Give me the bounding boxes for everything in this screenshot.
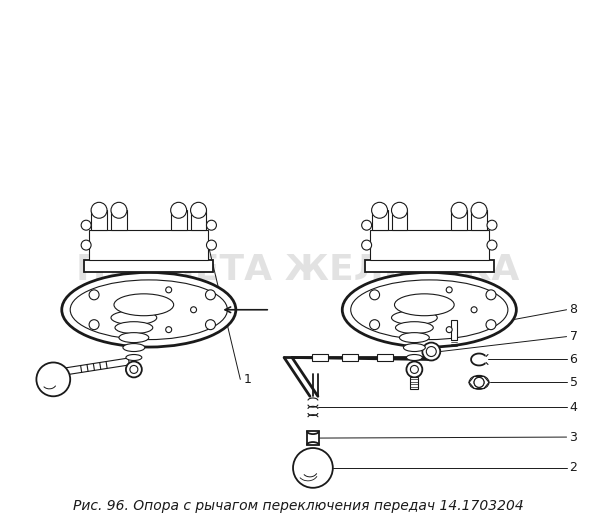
Ellipse shape [115,322,153,333]
Ellipse shape [119,332,149,342]
Polygon shape [312,353,328,361]
Text: 7: 7 [570,330,577,343]
Polygon shape [451,210,467,230]
Circle shape [370,290,380,300]
Circle shape [190,307,196,313]
Circle shape [407,361,422,377]
Circle shape [422,342,440,360]
Circle shape [362,240,371,250]
Circle shape [36,362,70,396]
Polygon shape [64,358,130,375]
Ellipse shape [392,311,437,325]
Circle shape [370,320,380,330]
Circle shape [426,347,436,357]
Circle shape [487,240,497,250]
Polygon shape [307,431,319,445]
Circle shape [91,203,107,218]
Polygon shape [111,210,127,230]
Circle shape [190,203,207,218]
Polygon shape [371,210,387,230]
Circle shape [446,327,452,332]
Circle shape [486,320,496,330]
Circle shape [471,307,477,313]
Circle shape [89,290,99,300]
Circle shape [410,366,418,373]
Ellipse shape [407,355,422,360]
Ellipse shape [70,280,227,340]
Ellipse shape [404,343,425,351]
Polygon shape [171,210,187,230]
Polygon shape [190,210,207,230]
Circle shape [392,203,407,218]
Polygon shape [341,353,358,361]
Text: Рис. 96. Опора с рычагом переключения передач 14.1703204: Рис. 96. Опора с рычагом переключения пе… [73,499,524,513]
Circle shape [371,203,387,218]
Ellipse shape [123,343,145,351]
Text: 6: 6 [570,353,577,366]
Circle shape [166,327,172,332]
Ellipse shape [395,294,454,316]
Circle shape [89,320,99,330]
Circle shape [166,287,172,293]
Text: 5: 5 [570,376,577,389]
Circle shape [487,220,497,230]
Text: 8: 8 [570,304,577,316]
Polygon shape [377,353,392,361]
Ellipse shape [350,280,508,340]
Polygon shape [410,377,418,389]
Circle shape [293,448,333,488]
Polygon shape [392,210,407,230]
Ellipse shape [395,322,433,333]
Text: 3: 3 [570,431,577,443]
Ellipse shape [114,294,174,316]
Circle shape [486,290,496,300]
Ellipse shape [399,332,429,342]
Text: 4: 4 [570,401,577,414]
Polygon shape [451,320,457,340]
Circle shape [130,366,138,373]
Circle shape [474,377,484,387]
Circle shape [171,203,187,218]
Circle shape [207,220,217,230]
Text: 2: 2 [570,461,577,474]
Polygon shape [365,260,494,272]
Circle shape [446,287,452,293]
Circle shape [81,220,91,230]
Circle shape [362,220,371,230]
Text: ПЛАНЕТА ЖЕЛЕЗЯКА: ПЛАНЕТА ЖЕЛЕЗЯКА [76,253,520,287]
Circle shape [207,240,217,250]
Ellipse shape [126,355,142,360]
Ellipse shape [469,376,489,389]
Circle shape [81,240,91,250]
Circle shape [471,203,487,218]
Circle shape [126,361,142,377]
Ellipse shape [111,311,157,325]
Polygon shape [84,260,214,272]
Polygon shape [370,230,489,260]
Polygon shape [91,210,107,230]
Text: 1: 1 [244,373,251,386]
Polygon shape [89,230,208,260]
Polygon shape [471,210,487,230]
Circle shape [451,203,467,218]
Circle shape [474,377,484,387]
Circle shape [205,320,216,330]
Circle shape [111,203,127,218]
Ellipse shape [61,272,236,347]
Ellipse shape [342,272,516,347]
Circle shape [205,290,216,300]
